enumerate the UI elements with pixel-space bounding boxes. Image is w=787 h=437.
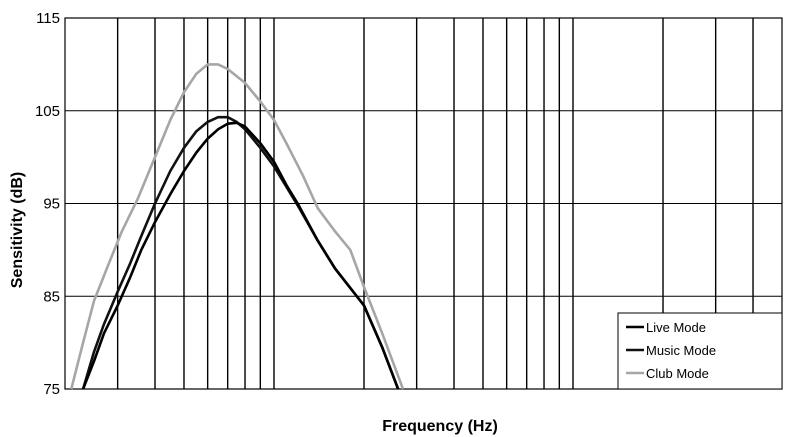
y-tick-label: 85 xyxy=(43,288,60,305)
legend-label-music-mode: Music Mode xyxy=(646,343,716,358)
y-tick-label: 105 xyxy=(35,103,60,120)
y-tick-labels: 75 85 95 105 115 xyxy=(35,10,60,398)
y-tick-label: 75 xyxy=(43,381,60,398)
legend: Live Mode Music Mode Club Mode xyxy=(617,312,783,390)
series-layer xyxy=(70,63,405,390)
y-tick-label: 115 xyxy=(36,10,60,27)
plot-border xyxy=(64,17,783,390)
series-line-live-mode xyxy=(81,121,400,390)
legend-label-live-mode: Live Mode xyxy=(646,320,706,335)
x-axis-title: Frequency (Hz) xyxy=(382,418,498,435)
y-tick-label: 95 xyxy=(43,196,60,213)
legend-label-club-mode: Club Mode xyxy=(646,366,709,381)
legend-box xyxy=(617,312,783,390)
y-axis-title: Sensitivity (dB) xyxy=(9,172,26,288)
series-line-club-mode xyxy=(70,63,405,390)
